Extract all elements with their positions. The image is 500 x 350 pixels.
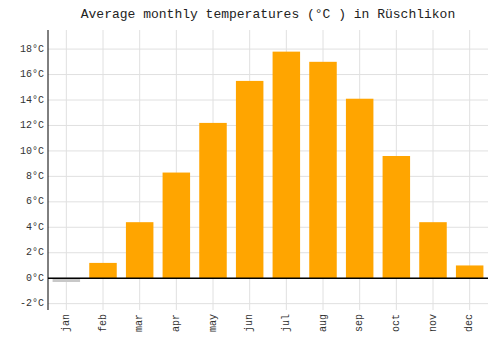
bar [383,156,411,278]
bar [346,99,374,278]
bar [163,173,191,279]
x-tick-label: sep [354,314,365,332]
bar [236,81,264,278]
y-grid-line [48,74,488,75]
x-tick-label: feb [98,314,109,332]
bar [456,265,484,278]
x-tick-label: nov [428,314,439,332]
y-tick-label: 2°C [26,247,44,258]
y-tick-label: -2°C [20,298,44,309]
y-tick-label: 12°C [20,120,44,131]
bar [126,222,153,278]
x-tick-label: jan [61,314,72,332]
chart-container: -2°C 0°C 2°C 4°C 6°C 8°C 10°C 12°C 14°C 16°C 18°C j… [0,0,500,350]
y-tick-label: 10°C [20,146,44,157]
y-grid-line [48,150,488,151]
x-tick-label: oct [391,314,402,332]
y-tick-label: 18°C [20,44,44,55]
y-axis: -2°C 0°C 2°C 4°C 6°C 8°C 10°C 12°C 14°C 16°C 18°C [20,44,44,310]
y-grid-line [48,278,488,279]
y-grid-line [48,176,488,177]
y-tick-label: 8°C [26,171,44,182]
x-tick-label: dec [464,314,475,332]
y-tick-label: 6°C [26,196,44,207]
title: Average monthly temperatures (°C ) in Rü… [81,7,455,22]
y-grid-line [48,100,488,101]
x-tick-label: apr [171,314,182,332]
x-tick-label: jun [244,314,255,332]
y-tick-label: 0°C [26,273,44,284]
y-tick-label: 4°C [26,222,44,233]
x-grid-line [66,30,67,310]
x-tick-label: jul [281,314,292,332]
grid [48,30,488,310]
bar [309,62,337,278]
x-tick-label: mar [134,314,145,332]
x-axis: jan feb mar apr may jun jul aug sep oct nov dec [61,314,475,332]
y-tick-label: 14°C [20,95,44,106]
y-grid-line [48,303,488,304]
y-grid-line [48,49,488,50]
bar [273,52,301,279]
bar [199,123,227,278]
bars [53,52,484,282]
bar [89,263,117,278]
x-tick-label: may [208,314,219,332]
chart: -2°C 0°C 2°C 4°C 6°C 8°C 10°C 12°C 14°C 16°C 18°C j… [0,0,500,350]
y-axis-line [48,30,49,310]
y-grid-line [48,201,488,202]
y-tick-label: 16°C [20,69,44,80]
x-tick-label: aug [318,314,329,332]
zero-line [48,277,488,279]
bar [419,222,447,278]
y-grid-line [48,125,488,126]
